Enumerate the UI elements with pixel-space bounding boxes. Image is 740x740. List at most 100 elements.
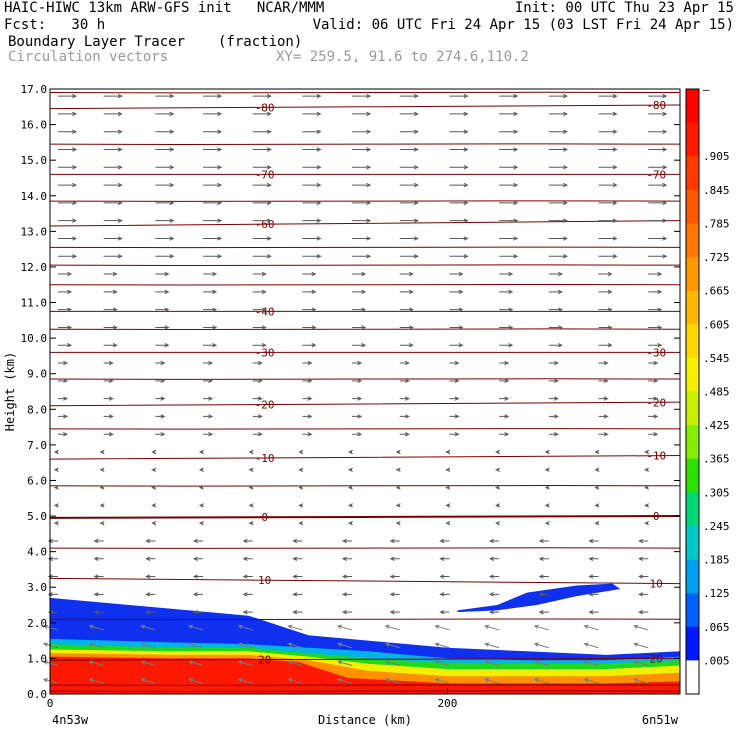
circulation-vector: [434, 642, 450, 649]
circulation-vector: [598, 147, 618, 152]
circulation-vector: [302, 271, 317, 277]
circulation-vector: [198, 467, 204, 472]
circulation-vector: [302, 432, 313, 437]
circulation-vector: [352, 271, 367, 277]
circulation-vector: [352, 343, 367, 348]
circulation-vector: [494, 503, 500, 508]
circulation-vector: [252, 343, 267, 348]
circulation-vector: [538, 574, 549, 579]
circulation-vector: [99, 485, 105, 490]
circulation-vector: [598, 360, 609, 366]
circulation-vector: [548, 236, 568, 241]
circulation-vector: [203, 378, 214, 384]
circulation-vector: [252, 165, 272, 170]
circulation-vector: [192, 609, 204, 615]
circulation-vector: [395, 520, 401, 526]
circulation-vector: [248, 467, 254, 472]
circulation-vector: [140, 642, 156, 649]
circulation-vector: [57, 414, 69, 419]
isotherm-line-labeled-2: [49, 220, 681, 227]
circulation-vector: [155, 432, 166, 437]
circulation-vector: [499, 147, 519, 152]
circulation-vector: [145, 556, 156, 561]
circulation-vector: [648, 325, 663, 330]
circulation-vector: [155, 360, 166, 366]
circulation-vector: [548, 200, 568, 206]
circulation-vector: [93, 609, 104, 615]
circulation-vector: [302, 218, 322, 223]
tracer-blob-0: [457, 583, 621, 613]
circulation-vector: [103, 343, 118, 348]
circulation-vector: [638, 592, 649, 597]
circulation-vector: [352, 396, 363, 401]
circulation-vector: [53, 520, 59, 526]
y-tick-label: 7.0: [27, 439, 47, 452]
circulation-vector: [302, 165, 322, 170]
circulation-vector: [203, 414, 214, 419]
circulation-vector: [155, 129, 175, 134]
circulation-vector: [499, 414, 510, 419]
colorbar-swatch: [686, 290, 699, 325]
circulation-vector: [145, 538, 156, 544]
y-tick-label: 12.0: [21, 261, 48, 274]
circulation-vector: [434, 678, 450, 684]
circulation-vector: [384, 678, 400, 684]
circulation-vector: [103, 182, 123, 188]
circulation-vector: [42, 642, 59, 649]
circulation-vector: [648, 289, 663, 295]
circulation-vector: [494, 485, 500, 490]
circulation-vector: [203, 360, 214, 366]
circulation-vector: [302, 289, 317, 295]
isotherm-line-7: [49, 378, 681, 380]
circulation-vector: [155, 325, 170, 330]
circulation-vector: [484, 642, 500, 649]
circulation-vector: [648, 111, 668, 117]
isotherm-label: 10: [258, 574, 271, 587]
circulation-vector: [399, 360, 410, 366]
circulation-vector: [598, 111, 618, 117]
circulation-vector: [399, 414, 410, 419]
circulation-vector: [648, 307, 663, 312]
circulation-vector: [445, 467, 451, 472]
circulation-vector: [648, 414, 659, 419]
circulation-vector: [155, 236, 175, 241]
circulation-vector: [548, 182, 568, 188]
circulation-vector: [439, 556, 450, 561]
circulation-vector: [341, 574, 353, 579]
circulation-vector: [399, 325, 414, 330]
x-end-location: 6n51w: [642, 713, 679, 727]
circulation-vector: [88, 642, 104, 649]
circulation-vector: [57, 236, 78, 241]
circulation-vector: [103, 129, 123, 134]
circulation-vector: [151, 520, 157, 526]
circulation-vector: [103, 236, 123, 241]
circulation-vector: [103, 271, 118, 277]
circulation-vector: [399, 182, 419, 188]
circulation-vector: [598, 414, 609, 419]
circulation-vector: [439, 592, 450, 597]
circulation-vector: [103, 165, 123, 170]
circulation-vector: [347, 485, 353, 490]
colorbar-label: .785: [703, 217, 730, 230]
circulation-vector: [57, 147, 78, 152]
circulation-vector: [203, 200, 223, 206]
x-tick-label: 200: [438, 697, 458, 710]
circulation-vector: [449, 360, 460, 366]
circulation-vector: [648, 93, 668, 99]
y-tick-label: 13.0: [21, 225, 48, 238]
circulation-vector: [198, 520, 204, 526]
y-tick-label: 9.0: [27, 368, 47, 381]
circulation-vector: [302, 378, 313, 384]
circulation-vector: [399, 378, 410, 384]
y-tick-label: 6.0: [27, 474, 47, 487]
circulation-vector: [395, 485, 401, 490]
circulation-vector: [302, 200, 322, 206]
isotherm-label: -80: [255, 101, 275, 114]
circulation-vector: [88, 660, 104, 667]
circulation-vector: [57, 254, 78, 259]
circulation-vector: [488, 592, 500, 597]
circulation-vector: [598, 289, 613, 295]
circulation-vector: [644, 485, 650, 490]
circulation-vector: [57, 432, 69, 437]
circulation-vector-layer: [42, 93, 668, 684]
